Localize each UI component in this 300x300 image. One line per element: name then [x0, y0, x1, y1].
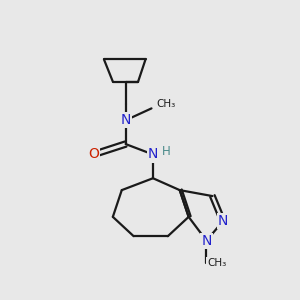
Text: N: N	[201, 234, 212, 248]
Text: N: N	[148, 148, 158, 161]
Text: CH₃: CH₃	[207, 258, 226, 268]
Text: H: H	[162, 145, 171, 158]
Text: N: N	[120, 113, 131, 127]
Text: N: N	[218, 214, 228, 228]
Text: CH₃: CH₃	[157, 99, 176, 109]
Text: O: O	[88, 148, 99, 161]
